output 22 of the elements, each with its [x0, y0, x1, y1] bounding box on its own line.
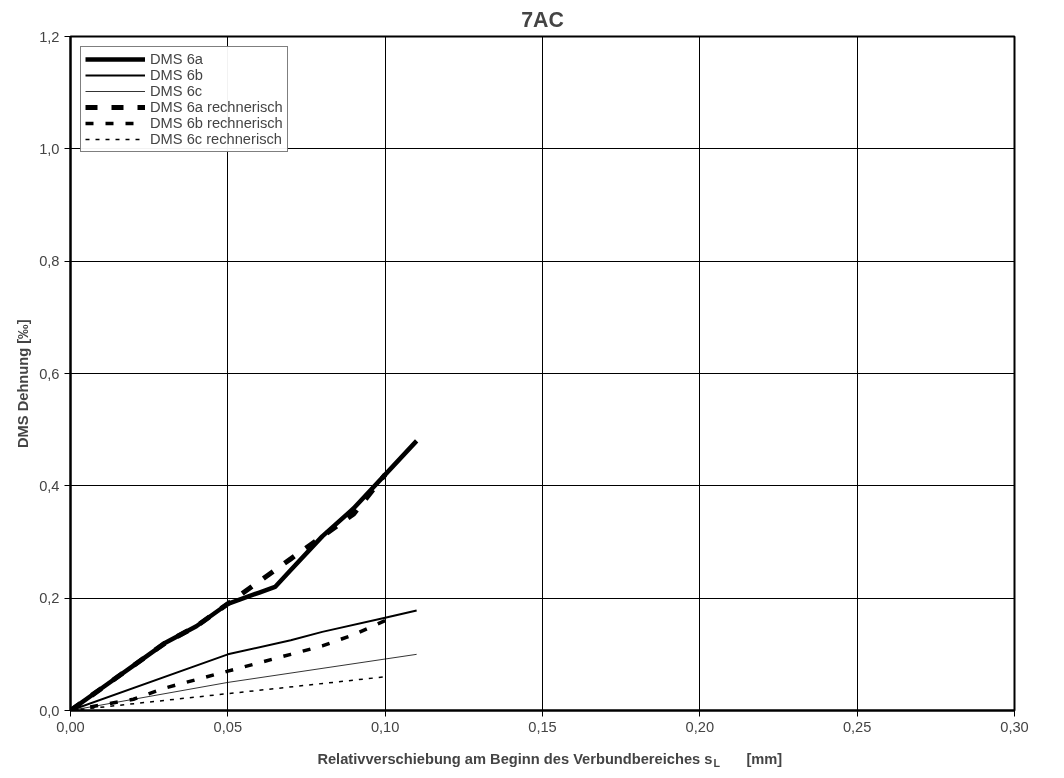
- x-tick-label: 0,20: [685, 718, 715, 735]
- legend-label: DMS 6c: [150, 83, 203, 99]
- y-tick-label: 1,0: [39, 140, 60, 157]
- x-tick-label: 0,10: [370, 718, 400, 735]
- y-tick-label: 0,4: [39, 477, 60, 494]
- y-tick-label: 0,8: [39, 253, 60, 270]
- legend-label: DMS 6a rechnerisch: [150, 99, 283, 115]
- legend-label: DMS 6b: [150, 67, 203, 83]
- y-tick-label: 1,2: [39, 28, 60, 45]
- x-tick-label: 0,30: [1000, 718, 1029, 735]
- x-tick-label: 0,25: [842, 718, 872, 735]
- y-tick-label: 0,0: [39, 702, 60, 719]
- x-tick-label: 0,15: [528, 718, 557, 735]
- chart-title: 7AC: [521, 7, 564, 32]
- legend-label: DMS 6c rechnerisch: [150, 131, 282, 147]
- x-tick-label: 0,00: [56, 718, 85, 735]
- x-tick-label: 0,05: [213, 718, 243, 735]
- y-tick-label: 0,6: [39, 365, 60, 382]
- y-tick-label: 0,2: [39, 590, 60, 607]
- legend-label: DMS 6b rechnerisch: [150, 115, 283, 131]
- y-axis-title: DMS Dehnung [‰]: [15, 319, 32, 448]
- legend-label: DMS 6a: [150, 51, 203, 67]
